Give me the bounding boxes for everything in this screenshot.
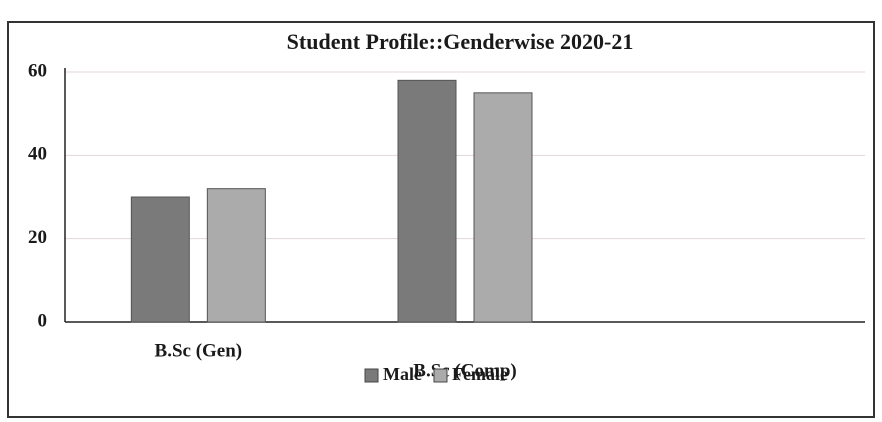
y-tick-label: 0 <box>38 310 48 331</box>
y-tick-label: 40 <box>28 144 47 165</box>
bar <box>397 79 457 323</box>
y-tick-label: 60 <box>28 60 47 81</box>
bar <box>130 196 190 323</box>
x-tick-label: B.Sc (Gen) <box>155 340 243 361</box>
legend-swatch <box>364 368 379 383</box>
legend-swatch <box>433 368 448 383</box>
legend-label: Female <box>452 364 508 384</box>
chart-title: Student Profile::Genderwise 2020-21 <box>287 29 634 54</box>
y-tick-label: 20 <box>28 227 47 248</box>
legend-label: Male <box>383 364 422 384</box>
bar <box>206 188 266 323</box>
bar <box>473 92 533 323</box>
